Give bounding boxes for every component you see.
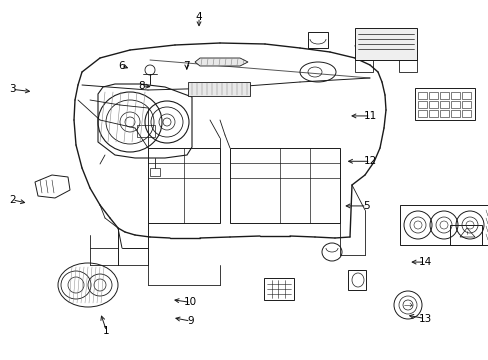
Text: 3: 3 bbox=[9, 84, 16, 94]
Bar bbox=[449, 225, 481, 245]
Bar bbox=[307, 32, 327, 48]
Bar bbox=[428, 92, 437, 99]
Text: 4: 4 bbox=[195, 12, 202, 22]
Bar bbox=[439, 101, 448, 108]
Bar bbox=[439, 110, 448, 117]
Polygon shape bbox=[195, 58, 247, 66]
Bar bbox=[450, 110, 459, 117]
Bar bbox=[264, 278, 293, 300]
Bar bbox=[187, 82, 249, 96]
Bar bbox=[417, 92, 426, 99]
Text: 7: 7 bbox=[183, 60, 190, 71]
Text: 12: 12 bbox=[363, 156, 377, 166]
Bar bbox=[354, 60, 372, 72]
Text: 5: 5 bbox=[363, 201, 369, 211]
Bar bbox=[354, 28, 416, 60]
Bar bbox=[428, 101, 437, 108]
Text: 8: 8 bbox=[138, 81, 145, 91]
Bar bbox=[461, 92, 470, 99]
Text: 1: 1 bbox=[103, 326, 110, 336]
Bar bbox=[150, 168, 160, 176]
Bar bbox=[229, 148, 339, 223]
Bar bbox=[450, 101, 459, 108]
Bar bbox=[148, 148, 220, 223]
Bar bbox=[399, 205, 487, 245]
Text: 13: 13 bbox=[418, 314, 431, 324]
Text: 14: 14 bbox=[418, 257, 431, 267]
Bar bbox=[398, 60, 416, 72]
Text: 6: 6 bbox=[118, 60, 124, 71]
Text: 10: 10 bbox=[184, 297, 197, 307]
Bar bbox=[461, 101, 470, 108]
Text: 2: 2 bbox=[9, 195, 16, 205]
Bar bbox=[414, 88, 474, 120]
Bar bbox=[137, 125, 155, 137]
Bar bbox=[450, 92, 459, 99]
Text: 9: 9 bbox=[187, 316, 194, 326]
Bar bbox=[428, 110, 437, 117]
Bar bbox=[347, 270, 365, 290]
Bar bbox=[461, 110, 470, 117]
Bar bbox=[417, 101, 426, 108]
Bar bbox=[417, 110, 426, 117]
Text: 11: 11 bbox=[363, 111, 377, 121]
Bar bbox=[439, 92, 448, 99]
